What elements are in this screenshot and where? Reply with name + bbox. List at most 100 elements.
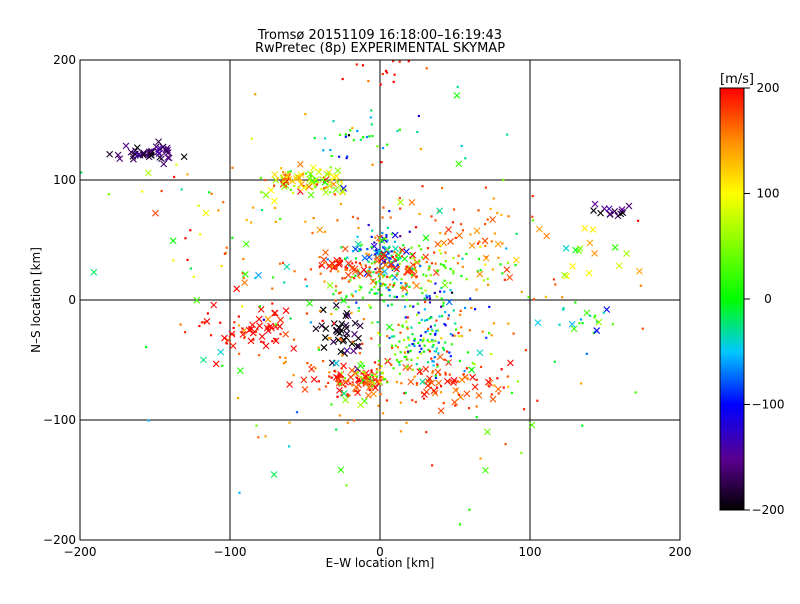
data-point-dot — [346, 393, 349, 396]
data-point-dot — [345, 484, 348, 487]
data-point-dot — [192, 275, 195, 278]
data-point-dot — [371, 381, 374, 384]
data-point-cross — [116, 155, 124, 163]
data-point-cross — [370, 390, 377, 398]
data-point-cross — [296, 160, 304, 168]
data-point-cross — [353, 342, 361, 350]
data-point-dot — [400, 277, 403, 281]
data-point-dot — [369, 271, 372, 274]
data-point-dot — [422, 337, 425, 340]
data-point-dot — [357, 269, 360, 272]
data-point-dot — [361, 64, 365, 67]
data-point-dot — [376, 292, 379, 295]
data-point-cross — [407, 378, 415, 386]
data-point-dot — [388, 245, 391, 249]
data-point-dot — [320, 187, 323, 191]
data-point-dot — [469, 297, 472, 300]
data-point-dot — [329, 173, 332, 176]
data-point-cross — [391, 231, 399, 239]
data-point-cross — [441, 281, 449, 289]
data-point-dot — [426, 361, 430, 364]
data-point-dot — [271, 340, 274, 343]
data-point-dot — [242, 276, 245, 280]
data-point-cross — [426, 375, 433, 383]
data-point-dot — [459, 309, 462, 313]
data-point-dot — [460, 144, 463, 148]
data-point-dot — [378, 260, 381, 263]
data-point-dot — [347, 379, 350, 383]
data-point-dot — [276, 177, 279, 181]
data-point-dot — [426, 247, 430, 250]
data-point-dot — [357, 272, 360, 275]
data-point-dot — [330, 177, 333, 181]
data-point-dot — [500, 213, 503, 217]
data-point-dot — [417, 114, 420, 118]
data-point-dot — [386, 275, 389, 278]
data-point-dot — [479, 365, 483, 369]
data-point-cross — [625, 202, 633, 210]
data-point-dot — [434, 374, 437, 377]
data-point-cross — [165, 154, 173, 162]
data-point-dot — [210, 192, 213, 195]
data-point-cross — [272, 337, 280, 345]
data-point-dot — [378, 275, 381, 278]
data-point-cross — [528, 421, 536, 429]
data-point-dot — [351, 126, 354, 130]
data-point-dot — [397, 257, 400, 260]
data-point-cross — [469, 373, 476, 381]
data-point-dot — [478, 240, 481, 243]
data-point-dot — [501, 242, 504, 245]
data-point-dot — [175, 163, 178, 166]
data-point-dot — [490, 393, 493, 396]
data-point-dot — [359, 375, 362, 379]
data-point-dot — [335, 428, 338, 431]
data-point-dot — [344, 135, 347, 138]
data-point-cross — [212, 360, 220, 368]
data-point-cross — [581, 224, 589, 232]
data-point-dot — [349, 279, 352, 282]
data-point-dot — [373, 260, 376, 264]
data-point-cross — [445, 226, 452, 234]
data-point-dot — [399, 248, 402, 251]
data-point-cross — [164, 154, 172, 161]
data-point-dot — [398, 340, 401, 343]
data-point-dot — [186, 258, 189, 261]
data-point-dot — [485, 255, 488, 259]
data-point-dot — [395, 380, 398, 384]
data-point-dot — [424, 289, 427, 292]
data-point-dot — [431, 360, 434, 363]
data-point-dot — [313, 136, 316, 140]
data-point-dot — [368, 380, 371, 383]
data-point-dot — [471, 361, 474, 365]
data-point-dot — [484, 186, 488, 189]
data-point-dot — [338, 382, 342, 386]
data-point-cross — [282, 307, 290, 315]
data-point-dot — [302, 185, 305, 188]
data-point-dot — [283, 281, 286, 284]
data-points — [80, 60, 644, 526]
data-point-dot — [281, 261, 285, 265]
data-point-cross — [590, 207, 597, 214]
data-point-dot — [429, 333, 432, 336]
x-tick-label: 100 — [519, 545, 542, 559]
data-point-dot — [256, 328, 259, 331]
data-point-dot — [334, 289, 337, 292]
data-point-dot — [554, 283, 557, 286]
data-point-dot — [254, 93, 257, 96]
data-point-cross — [282, 330, 290, 338]
data-point-dot — [422, 273, 425, 276]
data-point-dot — [381, 282, 384, 285]
data-point-cross — [428, 379, 436, 387]
data-point-dot — [439, 373, 442, 376]
data-point-dot — [449, 281, 452, 285]
data-point-dot — [358, 249, 361, 252]
data-point-dot — [458, 523, 462, 526]
data-point-dot — [354, 290, 357, 293]
data-point-cross — [603, 306, 611, 313]
data-point-dot — [330, 265, 333, 269]
data-point-dot — [475, 416, 478, 419]
data-point-dot — [413, 268, 416, 271]
data-point-dot — [431, 340, 434, 343]
data-point-dot — [432, 360, 435, 363]
data-point-dot — [344, 385, 347, 388]
